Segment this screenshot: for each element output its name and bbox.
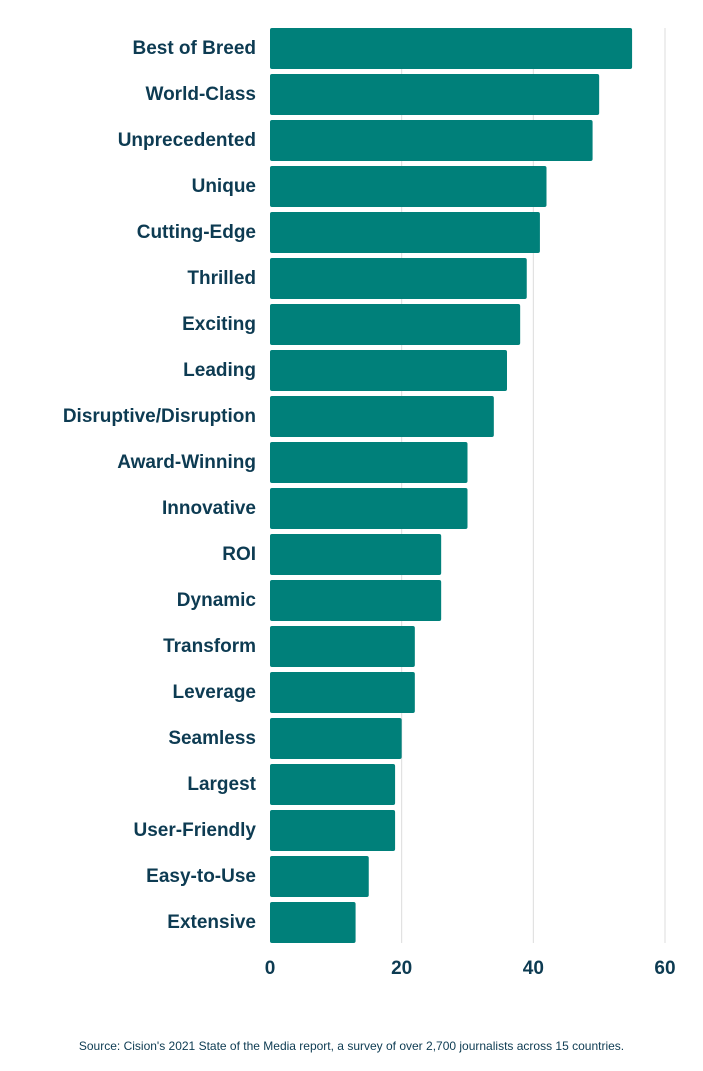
category-label-transform: Transform [163, 636, 256, 657]
bar-seamless [270, 718, 402, 759]
x-tick-label-40: 40 [523, 958, 544, 979]
x-axis-ticks: 0 20 40 60 [265, 958, 676, 979]
category-label-largest: Largest [187, 774, 256, 795]
bar-easy-to-use [270, 856, 369, 897]
bar-award-winning [270, 442, 468, 483]
bar-largest [270, 764, 396, 805]
category-label-roi: ROI [222, 544, 256, 565]
bar-transform [270, 626, 415, 667]
bar-unique [270, 166, 547, 207]
bar-world-class [270, 74, 600, 115]
x-tick-label-20: 20 [391, 958, 412, 979]
bar-dynamic [270, 580, 442, 621]
category-label-best-of-breed: Best of Breed [132, 38, 256, 59]
bar-cutting-edge [270, 212, 540, 253]
category-labels: Best of Breed World-Class Unprecedented Uni… [63, 38, 257, 933]
bar-extensive [270, 902, 356, 943]
category-label-leverage: Leverage [173, 682, 256, 703]
category-label-disruptive-disruption: Disruptive/Disruption [63, 406, 256, 427]
bar-disruptive-disruption [270, 396, 494, 437]
bar-exciting [270, 304, 521, 345]
x-tick-label-0: 0 [265, 958, 276, 979]
bar-user-friendly [270, 810, 396, 851]
category-label-exciting: Exciting [182, 314, 256, 335]
bar-leading [270, 350, 507, 391]
category-label-cutting-edge: Cutting-Edge [137, 222, 256, 243]
bar-roi [270, 534, 442, 575]
category-label-extensive: Extensive [167, 912, 256, 933]
category-label-dynamic: Dynamic [177, 590, 257, 611]
category-label-seamless: Seamless [168, 728, 256, 749]
bar-leverage [270, 672, 415, 713]
source-note: Source: Cision's 2021 State of the Media… [78, 1039, 625, 1053]
category-label-innovative: Innovative [162, 498, 256, 519]
category-label-unprecedented: Unprecedented [118, 130, 256, 151]
bar-best-of-breed [270, 28, 633, 69]
grid-layer [401, 28, 666, 943]
category-label-world-class: World-Class [145, 84, 256, 105]
category-label-unique: Unique [192, 176, 256, 197]
category-label-easy-to-use: Easy-to-Use [146, 866, 256, 887]
category-label-leading: Leading [183, 360, 256, 381]
bars-layer [270, 28, 633, 943]
category-label-award-winning: Award-Winning [117, 452, 256, 473]
category-label-thrilled: Thrilled [187, 268, 256, 289]
category-label-user-friendly: User-Friendly [134, 820, 257, 841]
bar-unprecedented [270, 120, 593, 161]
x-tick-label-60: 60 [654, 958, 675, 979]
bar-innovative [270, 488, 468, 529]
bar-thrilled [270, 258, 527, 299]
